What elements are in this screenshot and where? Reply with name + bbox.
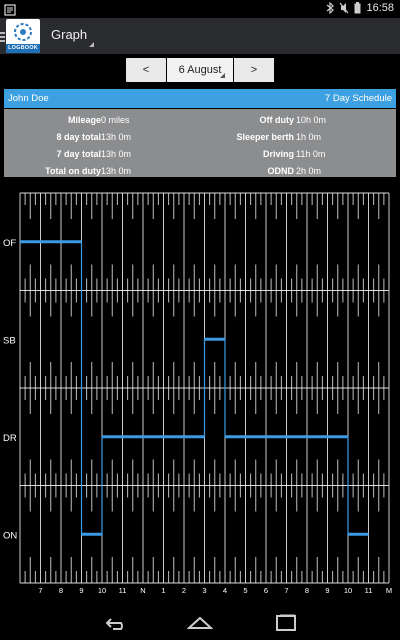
row-label-dr: DR xyxy=(3,433,17,444)
hour-tick-label: 1 xyxy=(161,586,165,595)
eight-day-total-value: 13h 0m xyxy=(101,132,132,142)
hour-tick-label: 8 xyxy=(59,586,63,595)
driving-value: 11h 0m xyxy=(296,149,326,159)
date-caret-icon xyxy=(220,73,225,78)
row-label-on: ON xyxy=(3,530,17,541)
hour-tick-label: 7 xyxy=(284,586,288,595)
seven-day-total-value: 13h 0m xyxy=(101,149,132,159)
recent-apps-icon[interactable] xyxy=(271,612,301,634)
mute-icon xyxy=(339,2,349,14)
hour-tick-label: 3 xyxy=(202,586,206,595)
odnd-value: 2h 0m xyxy=(296,166,322,176)
hour-tick-label: N xyxy=(140,586,145,595)
hour-tick-label: 10 xyxy=(98,586,106,595)
action-bar: LOGBOOK Graph xyxy=(0,18,400,54)
hour-tick-label: 6 xyxy=(264,586,268,595)
date-value: 6 August xyxy=(178,64,222,76)
page-title[interactable]: Graph xyxy=(51,27,88,42)
hour-tick-label: 7 xyxy=(38,586,42,595)
schedule-label: 7 Day Schedule xyxy=(324,93,392,104)
hour-tick-label: 4 xyxy=(223,586,227,595)
hour-tick-label: 11 xyxy=(365,586,373,595)
hour-tick-label: 2 xyxy=(182,586,186,595)
date-picker[interactable]: 6 August xyxy=(167,58,233,82)
bluetooth-icon xyxy=(326,2,335,14)
drawer-icon[interactable] xyxy=(0,32,5,42)
driving-label: Driving xyxy=(262,149,294,159)
eight-day-total-label: 8 day total xyxy=(56,132,101,142)
title-dropdown-caret-icon[interactable] xyxy=(89,42,94,47)
seven-day-total-label: 7 day total xyxy=(56,149,101,159)
summary-panel: Mileage 0 miles 8 day total 13h 0m 7 day… xyxy=(4,109,396,177)
mileage-value: 0 miles xyxy=(101,115,130,125)
duty-status-graph-svg: OF SB DR ON 7 8 9 10 11 N 1 2 3 4 5 6 7 8 9 10 11 M xyxy=(3,192,392,595)
hour-tick-label: M xyxy=(386,586,392,595)
hour-tick-label: 8 xyxy=(305,586,309,595)
next-day-button[interactable]: > xyxy=(234,58,274,82)
mileage-label: Mileage xyxy=(67,115,101,125)
hour-tick-label: 10 xyxy=(344,586,352,595)
odnd-label: ODND xyxy=(267,166,295,176)
off-duty-value: 10h 0m xyxy=(296,115,327,125)
app-logo[interactable]: LOGBOOK xyxy=(6,19,40,53)
total-on-duty-label: Total on duty xyxy=(45,166,101,176)
duty-status-graph[interactable]: OF SB DR ON 7 8 9 10 11 N 1 2 3 4 5 6 7 8 9 10 11 M xyxy=(0,183,400,603)
previous-day-button[interactable]: < xyxy=(126,58,166,82)
hour-tick-label: 9 xyxy=(325,586,329,595)
sleeper-berth-value: 1h 0m xyxy=(296,132,322,142)
driver-header: John Doe 7 Day Schedule xyxy=(4,89,396,108)
total-on-duty-value: 13h 0m xyxy=(101,166,132,176)
navigation-bar xyxy=(0,606,400,640)
home-icon[interactable] xyxy=(185,612,215,634)
notification-icon xyxy=(4,3,16,16)
hour-tick-label: 9 xyxy=(79,586,83,595)
logo-text: LOGBOOK xyxy=(6,44,40,53)
back-icon[interactable] xyxy=(101,612,131,634)
hour-tick-label: 5 xyxy=(243,586,247,595)
row-label-sb: SB xyxy=(3,335,16,346)
off-duty-label: Off duty xyxy=(259,115,295,125)
row-label-of: OF xyxy=(3,238,16,249)
hour-tick-label: 11 xyxy=(119,586,127,595)
duty-status-line xyxy=(20,241,369,535)
sleeper-berth-label: Sleeper berth xyxy=(236,132,294,142)
status-time: 16:58 xyxy=(366,2,394,14)
status-bar: 16:58 xyxy=(0,0,400,18)
driver-name: John Doe xyxy=(8,93,49,104)
battery-icon xyxy=(354,2,361,14)
